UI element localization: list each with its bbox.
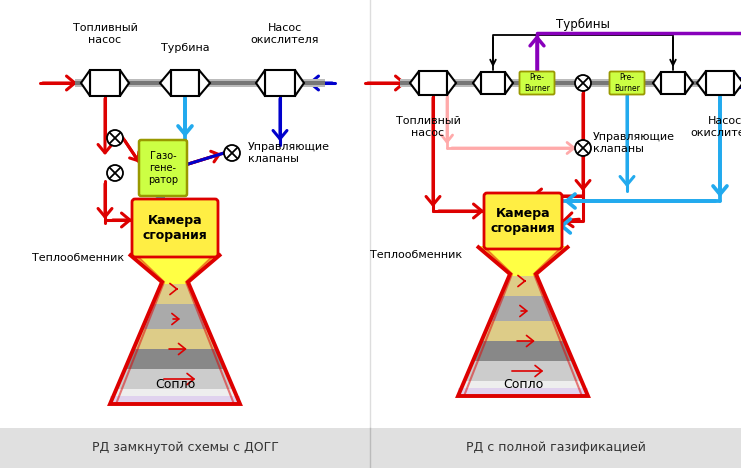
- Bar: [0, 428, 741, 468]
- Polygon shape: [110, 389, 240, 404]
- FancyBboxPatch shape: [519, 72, 554, 95]
- Polygon shape: [129, 254, 221, 269]
- Text: Pre-
Burner: Pre- Burner: [524, 73, 550, 93]
- Text: Насос
окислителя: Насос окислителя: [691, 116, 741, 138]
- Bar: [661, 72, 685, 94]
- Circle shape: [575, 75, 591, 91]
- Polygon shape: [116, 369, 233, 389]
- Polygon shape: [685, 72, 693, 94]
- Polygon shape: [147, 269, 203, 284]
- Polygon shape: [199, 70, 210, 96]
- Polygon shape: [125, 349, 225, 369]
- Text: Газо-
гене-
ратор: Газо- гене- ратор: [148, 152, 178, 184]
- FancyBboxPatch shape: [610, 72, 645, 95]
- Polygon shape: [505, 72, 513, 94]
- Polygon shape: [697, 71, 706, 95]
- Polygon shape: [110, 396, 240, 404]
- Bar: [400, 81, 720, 85]
- FancyBboxPatch shape: [484, 193, 562, 249]
- Polygon shape: [490, 296, 556, 321]
- Polygon shape: [482, 321, 565, 341]
- Polygon shape: [473, 341, 573, 361]
- Text: Pre-
Burner: Pre- Burner: [614, 73, 640, 93]
- Polygon shape: [410, 71, 419, 95]
- Polygon shape: [458, 381, 588, 396]
- Bar: [75, 79, 325, 87]
- Bar: [400, 79, 720, 87]
- Text: РД с полной газификацией: РД с полной газификацией: [466, 441, 646, 454]
- Polygon shape: [465, 361, 582, 381]
- Text: Управляющие
клапаны: Управляющие клапаны: [593, 132, 675, 154]
- Polygon shape: [495, 261, 551, 276]
- Bar: [90, 70, 120, 96]
- Polygon shape: [473, 72, 481, 94]
- Polygon shape: [477, 246, 569, 261]
- Text: Топливный
насос: Топливный насос: [396, 116, 460, 138]
- Text: РД замкнутой схемы с ДОГГ: РД замкнутой схемы с ДОГГ: [92, 441, 279, 454]
- Polygon shape: [458, 388, 588, 396]
- FancyBboxPatch shape: [132, 199, 218, 257]
- Polygon shape: [256, 70, 265, 96]
- Polygon shape: [133, 329, 216, 349]
- Text: Теплообменник: Теплообменник: [370, 250, 462, 260]
- Polygon shape: [142, 304, 208, 329]
- Polygon shape: [295, 70, 304, 96]
- Polygon shape: [81, 70, 90, 96]
- Circle shape: [224, 145, 240, 161]
- Bar: [265, 70, 295, 96]
- Text: Турбина: Турбина: [161, 43, 209, 53]
- Text: Камера
сгорания: Камера сгорания: [142, 214, 207, 242]
- Circle shape: [107, 130, 123, 146]
- Bar: [481, 72, 505, 94]
- Bar: [75, 81, 325, 85]
- Polygon shape: [501, 276, 545, 296]
- Circle shape: [107, 165, 123, 181]
- Text: Камера
сгорания: Камера сгорания: [491, 207, 555, 235]
- FancyBboxPatch shape: [139, 140, 187, 196]
- Text: Топливный
насос: Топливный насос: [73, 23, 137, 45]
- Bar: [733, 77, 741, 89]
- Bar: [521, 72, 553, 94]
- Bar: [419, 71, 447, 95]
- Bar: [171, 70, 199, 96]
- Text: Сопло: Сопло: [503, 379, 543, 392]
- Bar: [706, 71, 734, 95]
- Polygon shape: [447, 71, 456, 95]
- Text: Управляющие
клапаны: Управляющие клапаны: [248, 142, 330, 164]
- Polygon shape: [653, 72, 661, 94]
- Polygon shape: [120, 70, 129, 96]
- Text: Турбины: Турбины: [556, 18, 610, 31]
- Polygon shape: [734, 71, 741, 95]
- Polygon shape: [153, 284, 197, 304]
- Text: Сопло: Сопло: [155, 379, 195, 392]
- Text: Теплообменник: Теплообменник: [32, 253, 124, 263]
- Text: Насос
окислителя: Насос окислителя: [250, 23, 319, 45]
- Circle shape: [575, 140, 591, 156]
- Polygon shape: [160, 70, 171, 96]
